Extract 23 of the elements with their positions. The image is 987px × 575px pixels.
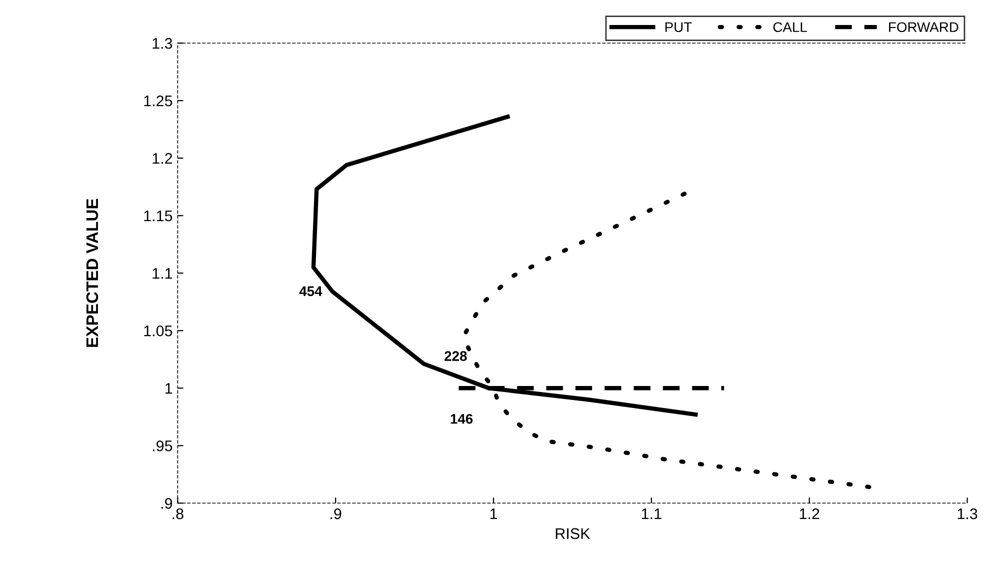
annotation: 454 (299, 286, 322, 296)
x-tick-label: 1 (490, 508, 498, 520)
legend-label: CALL (773, 22, 807, 32)
x-tick-label: 1.1 (642, 508, 662, 520)
x-tick-label: 1.3 (958, 508, 978, 520)
y-tick-label: 1.15 (144, 210, 172, 222)
y-tick-label: 1.1 (152, 268, 172, 279)
y-tick-label: 1.25 (144, 95, 172, 106)
legend-label: FORWARD (889, 22, 958, 32)
y-tick-label: 1.05 (144, 325, 172, 336)
y-tick-label: 1 (165, 383, 172, 394)
y-tick-label: .95 (152, 440, 172, 452)
x-axis-title: RISK (556, 528, 590, 540)
y-axis-title: EXPECTED VALUE (86, 198, 98, 347)
legend-label: PUT (665, 22, 692, 32)
y-tick-label: .9 (161, 498, 172, 509)
annotation: 146 (450, 414, 473, 424)
y-tick-label: 1.2 (152, 152, 172, 164)
x-tick-label: .9 (330, 508, 342, 520)
y-tick-label: 1.3 (152, 38, 172, 49)
x-tick-label: 1.2 (800, 508, 820, 520)
x-tick-label: .8 (172, 508, 184, 520)
annotation: 228 (444, 351, 467, 361)
